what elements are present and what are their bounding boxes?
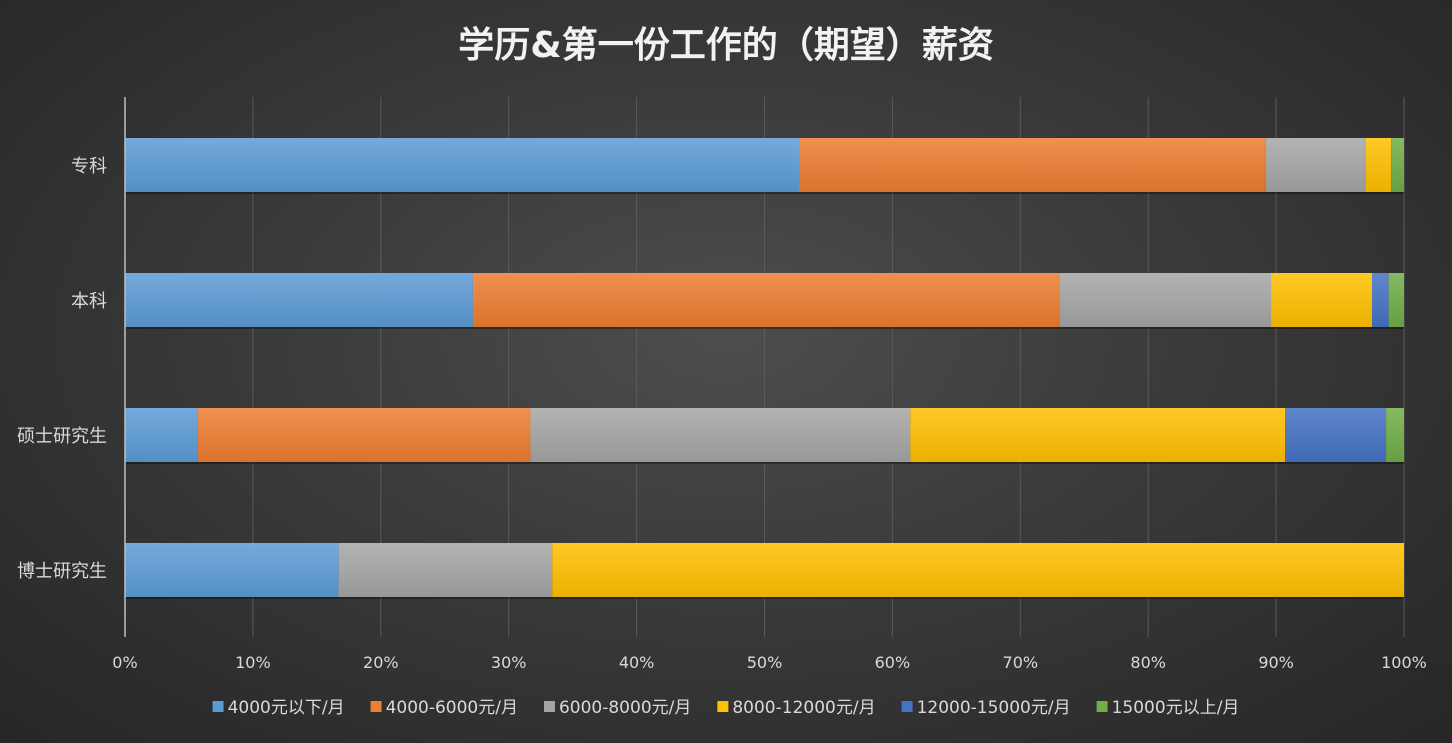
bar-segment xyxy=(1270,273,1373,327)
bar-segment xyxy=(1372,273,1389,327)
x-tick-label: 40% xyxy=(619,653,655,672)
bar-segment xyxy=(1059,273,1271,327)
legend-swatch xyxy=(212,701,224,712)
bar-segment xyxy=(1391,138,1404,192)
bar-segment xyxy=(910,408,1286,462)
legend-label: 6000-8000元/月 xyxy=(559,698,691,718)
bar-shadow xyxy=(125,462,1404,464)
legend-swatch xyxy=(370,701,382,712)
x-tick-label: 50% xyxy=(747,653,783,672)
bar-shadow xyxy=(125,597,1404,599)
bar-segment xyxy=(125,138,800,192)
legend-label: 8000-12000元/月 xyxy=(732,698,875,718)
bar-segment xyxy=(472,273,1060,327)
bar-segment xyxy=(1285,408,1387,462)
x-tick-label: 80% xyxy=(1130,653,1166,672)
x-tick-label: 30% xyxy=(491,653,527,672)
bar-segment xyxy=(799,138,1266,192)
bar-segment xyxy=(125,408,198,462)
bar-segment xyxy=(125,273,473,327)
x-tick-label: 90% xyxy=(1258,653,1294,672)
bar-segment xyxy=(530,408,911,462)
legend-label: 12000-15000元/月 xyxy=(917,698,1071,718)
bar-shadow xyxy=(125,192,1404,194)
category-label: 专科 xyxy=(71,156,107,177)
legend-swatch xyxy=(901,701,913,712)
x-tick-label: 70% xyxy=(1003,653,1039,672)
bar-segment xyxy=(197,408,531,462)
bar-segment xyxy=(125,543,339,597)
bar-segment xyxy=(1386,408,1404,462)
bar-shadow xyxy=(125,327,1404,329)
x-tick-label: 20% xyxy=(363,653,399,672)
category-label: 博士研究生 xyxy=(17,561,107,582)
legend: 4000元以下/月 4000-6000元/月 6000-8000元/月 8000-12… xyxy=(212,698,1240,718)
legend-swatch xyxy=(717,701,729,712)
bar-segment xyxy=(338,543,553,597)
category-label: 硕士研究生 xyxy=(17,426,107,447)
x-tick-label: 0% xyxy=(112,653,137,672)
axes: 0% 10% 20% 30% 40% 50% 60% 70% 80% 90% 100% 专科本科硕士研… xyxy=(17,97,1427,672)
bars xyxy=(125,138,1404,599)
bar-segment xyxy=(1388,273,1404,327)
x-tick-label: 10% xyxy=(235,653,271,672)
category-label: 本科 xyxy=(71,291,107,312)
legend-swatch xyxy=(543,701,555,712)
chart-title: 学历&第一份工作的（期望）薪资 xyxy=(458,24,993,66)
bar-segment xyxy=(552,543,1404,597)
legend-swatch xyxy=(1096,701,1108,712)
legend-label: 4000-6000元/月 xyxy=(386,698,518,718)
legend-label: 15000元以上/月 xyxy=(1112,698,1240,718)
bar-segment xyxy=(1365,138,1392,192)
legend-label: 4000元以下/月 xyxy=(228,698,345,718)
bar-segment xyxy=(1265,138,1366,192)
x-tick-label: 60% xyxy=(875,653,911,672)
x-tick-label: 100% xyxy=(1381,653,1427,672)
